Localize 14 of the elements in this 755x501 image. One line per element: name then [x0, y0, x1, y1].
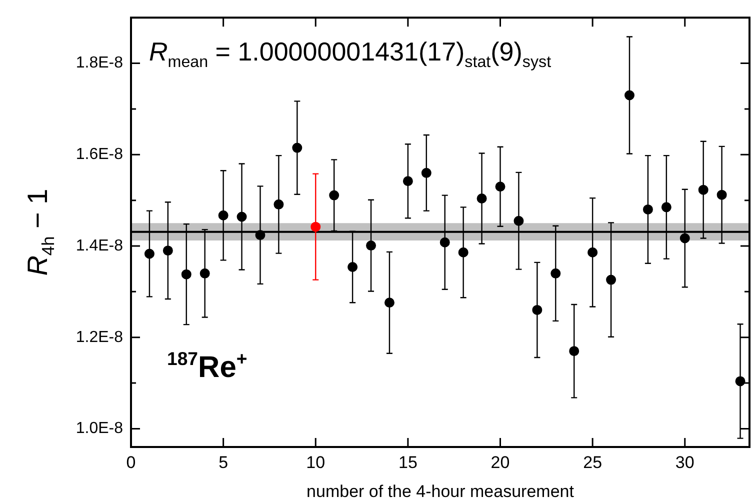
x-tick-label: 20	[490, 452, 510, 472]
y-tick-label: 1.0E-8	[76, 420, 124, 438]
x-tick-label: 5	[218, 452, 228, 472]
x-tick-label: 10	[306, 452, 326, 472]
x-tick-label: 0	[126, 452, 136, 472]
y-tick-label: 1.8E-8	[76, 54, 124, 72]
x-tick-label: 30	[675, 452, 694, 472]
x-tick-label: 15	[398, 452, 418, 472]
x-tick-label: 25	[583, 452, 602, 472]
y-tick-label: 1.2E-8	[76, 328, 124, 346]
y-axis-title: R4h − 1	[22, 188, 58, 276]
y-tick-label: 1.4E-8	[76, 237, 124, 254]
y-tick-label: 1.6E-8	[76, 146, 124, 164]
x-axis-title: number of the 4-hour measurement	[306, 482, 574, 501]
